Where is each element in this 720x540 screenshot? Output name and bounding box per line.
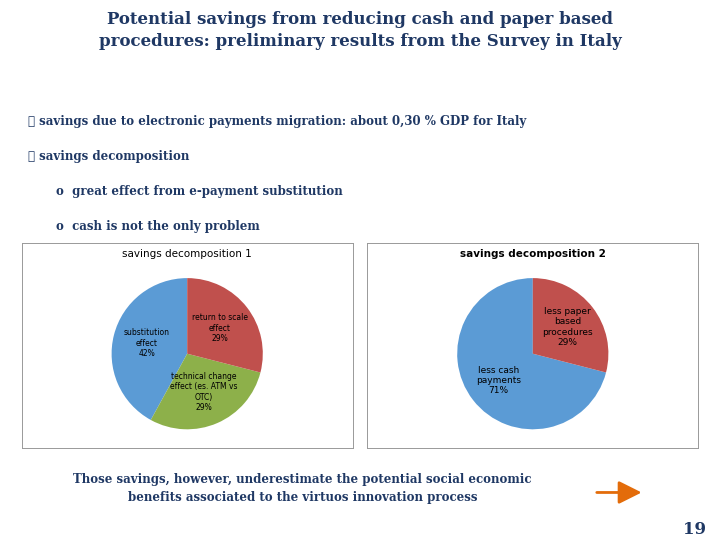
Wedge shape <box>457 278 606 429</box>
Wedge shape <box>533 278 608 373</box>
Text: return to scale
effect
29%: return to scale effect 29% <box>192 313 248 343</box>
Text: o  great effect from e-payment substitution: o great effect from e-payment substituti… <box>56 185 343 198</box>
Text: savings decomposition 2: savings decomposition 2 <box>460 249 606 259</box>
Text: o  cash is not the only problem: o cash is not the only problem <box>56 220 260 233</box>
Text: ✓ savings due to electronic payments migration: about 0,30 % GDP for Italy: ✓ savings due to electronic payments mig… <box>28 115 526 128</box>
Wedge shape <box>187 278 263 373</box>
Text: Those savings, however, underestimate the potential social economic
benefits ass: Those savings, however, underestimate th… <box>73 472 531 504</box>
Text: technical change
effect (es. ATM vs
OTC)
29%: technical change effect (es. ATM vs OTC)… <box>170 372 238 412</box>
Text: savings decomposition 1: savings decomposition 1 <box>122 249 252 259</box>
Text: 19: 19 <box>683 521 706 538</box>
Wedge shape <box>150 354 261 429</box>
Wedge shape <box>112 278 187 420</box>
Text: Potential savings from reducing cash and paper based
procedures: preliminary res: Potential savings from reducing cash and… <box>99 11 621 50</box>
Text: ✓ savings decomposition: ✓ savings decomposition <box>28 150 189 163</box>
Text: less paper
based
procedures
29%: less paper based procedures 29% <box>542 307 593 347</box>
Text: less cash
payments
71%: less cash payments 71% <box>476 366 521 395</box>
Text: substitution
effect
42%: substitution effect 42% <box>124 328 170 358</box>
